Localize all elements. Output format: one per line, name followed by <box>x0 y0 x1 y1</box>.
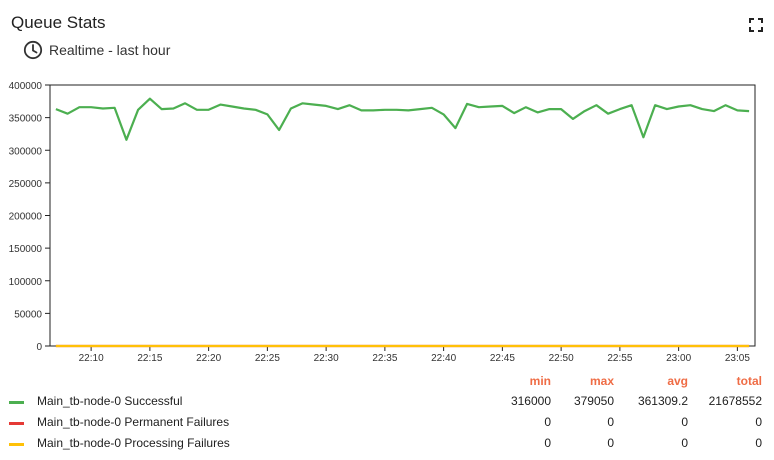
y-tick-label: 50000 <box>14 309 42 320</box>
x-tick-label: 22:30 <box>314 353 339 364</box>
x-tick-label: 22:20 <box>196 353 221 364</box>
widget-title: Queue Stats <box>11 13 106 32</box>
x-tick-label: 22:25 <box>255 353 280 364</box>
legend-label: Main_tb-node-0 Processing Failures <box>37 436 230 450</box>
legend-total: 0 <box>755 415 762 429</box>
timewindow-label: Realtime - last hour <box>49 42 171 58</box>
x-tick-label: 22:50 <box>549 353 574 364</box>
x-tick-label: 22:55 <box>607 353 632 364</box>
chart: 0 50000 100000 150000 200000 250000 300000 3500… <box>9 81 756 364</box>
legend-header-avg: avg <box>667 374 688 388</box>
legend-max: 379050 <box>573 394 614 408</box>
legend-label: Main_tb-node-0 Permanent Failures <box>37 415 230 429</box>
x-tick-label: 22:45 <box>490 353 515 364</box>
legend-avg: 0 <box>681 436 688 450</box>
legend-max: 0 <box>607 436 614 450</box>
y-tick-label: 350000 <box>9 114 43 125</box>
x-tick-label: 22:15 <box>137 353 162 364</box>
x-tick-label: 22:40 <box>431 353 456 364</box>
y-tick-label: 100000 <box>9 277 43 288</box>
legend-total: 0 <box>755 436 762 450</box>
fullscreen-icon <box>749 18 763 32</box>
y-tick-label: 0 <box>36 342 42 353</box>
legend-swatch <box>9 422 24 425</box>
legend-swatch <box>9 443 24 446</box>
legend-item-successful[interactable]: Main_tb-node-0 Successful 316000 379050 … <box>0 392 774 412</box>
legend-avg: 361309.2 <box>637 394 688 408</box>
y-tick-label: 150000 <box>9 244 43 255</box>
legend-total: 21678552 <box>708 394 762 408</box>
legend-item-permanent-failures[interactable]: Main_tb-node-0 Permanent Failures 0 0 0 … <box>0 413 774 433</box>
x-tick-label: 23:05 <box>725 353 750 364</box>
timewindow[interactable]: Realtime - last hour <box>23 40 170 60</box>
series-line-0 <box>55 97 750 141</box>
y-tick-label: 200000 <box>9 212 43 223</box>
y-tick-label: 400000 <box>9 81 43 92</box>
legend-swatch <box>9 401 24 404</box>
legend-min: 0 <box>544 415 551 429</box>
x-tick-label: 22:35 <box>372 353 397 364</box>
legend-max: 0 <box>607 415 614 429</box>
x-tick-label: 23:00 <box>666 353 691 364</box>
y-tick-label: 250000 <box>9 179 43 190</box>
legend-label: Main_tb-node-0 Successful <box>37 394 183 408</box>
y-tick-label: 300000 <box>9 146 43 157</box>
legend-header-max: max <box>589 374 614 388</box>
x-tick-label: 22:10 <box>79 353 104 364</box>
legend-min: 0 <box>544 436 551 450</box>
legend-item-processing-failures[interactable]: Main_tb-node-0 Processing Failures 0 0 0… <box>0 434 774 454</box>
legend-header-total: total <box>736 374 762 388</box>
fullscreen-button[interactable] <box>748 17 764 33</box>
legend-header-min: min <box>529 374 551 388</box>
legend-min: 316000 <box>510 394 551 408</box>
clock-icon <box>23 40 43 60</box>
legend-avg: 0 <box>681 415 688 429</box>
